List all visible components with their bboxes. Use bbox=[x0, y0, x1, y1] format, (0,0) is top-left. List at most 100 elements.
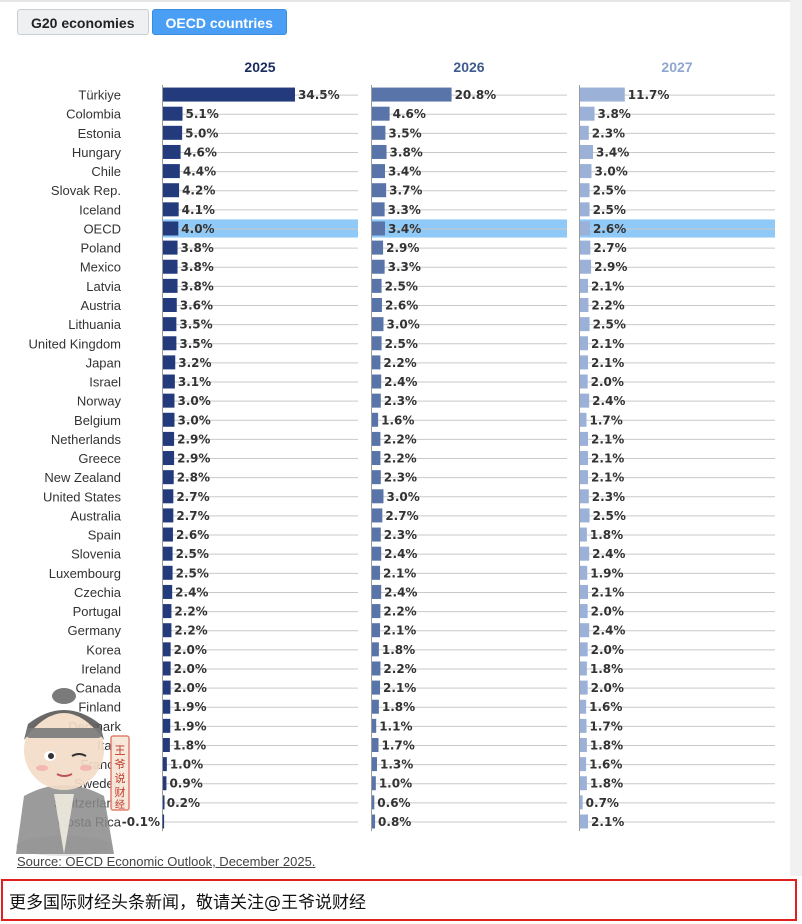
bar-2025 bbox=[163, 164, 180, 179]
bar-2027 bbox=[580, 221, 590, 236]
value-label-2025: 1.9% bbox=[173, 719, 206, 733]
bar-2026 bbox=[372, 221, 386, 236]
value-label-2025: 3.8% bbox=[181, 260, 214, 274]
bar-2026 bbox=[372, 623, 381, 638]
value-label-2027: 2.1% bbox=[591, 356, 624, 370]
value-label-2027: 2.1% bbox=[591, 279, 624, 293]
bar-2025 bbox=[163, 336, 177, 351]
value-label-2026: 0.6% bbox=[377, 796, 410, 810]
bar-2027 bbox=[580, 508, 590, 523]
bar-2026 bbox=[372, 757, 377, 772]
category-label: Ireland bbox=[81, 661, 121, 676]
bar-2025 bbox=[163, 374, 175, 389]
value-label-2027: 3.4% bbox=[596, 145, 629, 159]
value-label-2026: 2.3% bbox=[384, 394, 417, 408]
series-title-2025: 2025 bbox=[244, 59, 275, 75]
bar-2026 bbox=[372, 183, 387, 198]
value-label-2027: 2.1% bbox=[591, 471, 624, 485]
bar-2027 bbox=[580, 297, 589, 312]
value-label-2027: 2.9% bbox=[594, 260, 627, 274]
value-label-2026: 2.7% bbox=[385, 509, 418, 523]
bar-2027 bbox=[580, 106, 595, 121]
value-label-2027: 2.6% bbox=[593, 222, 626, 236]
category-label: Finland bbox=[78, 700, 121, 715]
value-label-2026: 2.2% bbox=[383, 356, 416, 370]
category-label: Spain bbox=[88, 528, 121, 543]
category-label: Netherlands bbox=[51, 432, 122, 447]
bar-2025 bbox=[163, 718, 171, 733]
bar-2026 bbox=[372, 737, 379, 752]
category-label: Canada bbox=[75, 681, 121, 696]
economy-group-tabs: G20 economies OECD countries bbox=[17, 9, 287, 37]
value-label-2026: 1.0% bbox=[379, 777, 412, 791]
category-label: Greece bbox=[78, 451, 121, 466]
value-label-2026: 2.6% bbox=[385, 298, 418, 312]
value-label-2025: 2.2% bbox=[174, 605, 207, 619]
bar-2025 bbox=[163, 221, 179, 236]
value-label-2027: 3.0% bbox=[594, 165, 627, 179]
value-label-2026: 2.1% bbox=[383, 566, 416, 580]
category-label: Portugal bbox=[73, 604, 122, 619]
bar-2027 bbox=[580, 451, 589, 466]
bar-2027 bbox=[580, 795, 583, 810]
bar-2025 bbox=[163, 737, 170, 752]
bar-2025 bbox=[163, 527, 173, 542]
value-label-2025: 5.1% bbox=[186, 107, 219, 121]
page-scrollbar[interactable] bbox=[790, 0, 802, 876]
tab-oecd-countries[interactable]: OECD countries bbox=[151, 9, 287, 35]
source-link[interactable]: Source: OECD Economic Outlook, December … bbox=[17, 854, 316, 869]
bar-2027 bbox=[580, 642, 588, 657]
bar-2026 bbox=[372, 412, 379, 427]
value-label-2026: 2.1% bbox=[383, 624, 416, 638]
bar-2026 bbox=[372, 814, 376, 829]
value-label-2026: 3.8% bbox=[390, 145, 423, 159]
value-label-2026: 0.8% bbox=[378, 815, 411, 829]
value-label-2025: 2.7% bbox=[176, 490, 209, 504]
value-label-2026: 2.1% bbox=[383, 681, 416, 695]
value-label-2025: 34.5% bbox=[298, 88, 340, 102]
value-label-2025: 3.8% bbox=[181, 241, 214, 255]
value-label-2027: 2.4% bbox=[592, 547, 625, 561]
category-label: Slovak Rep. bbox=[51, 183, 121, 198]
value-label-2027: 2.7% bbox=[593, 241, 626, 255]
category-label: Israel bbox=[89, 375, 121, 390]
bar-2027 bbox=[580, 584, 589, 599]
bar-2025 bbox=[163, 565, 173, 580]
bar-2027 bbox=[580, 240, 591, 255]
value-label-2026: 4.6% bbox=[393, 107, 426, 121]
value-label-2025: 3.8% bbox=[181, 279, 214, 293]
bar-2026 bbox=[372, 527, 381, 542]
value-label-2027: 1.8% bbox=[590, 528, 623, 542]
watermark-char-3: 说 bbox=[115, 771, 126, 785]
value-label-2025: 5.0% bbox=[185, 126, 218, 140]
value-label-2025: 1.9% bbox=[173, 700, 206, 714]
bar-2025 bbox=[163, 87, 295, 102]
bar-2026 bbox=[372, 584, 382, 599]
bar-2025 bbox=[163, 259, 178, 274]
bar-2025 bbox=[163, 508, 174, 523]
value-label-2027: 2.4% bbox=[592, 624, 625, 638]
bar-2025 bbox=[163, 393, 175, 408]
bar-2026 bbox=[372, 336, 382, 351]
bar-2027 bbox=[580, 776, 587, 791]
value-label-2026: 3.3% bbox=[388, 260, 421, 274]
value-label-2027: 1.8% bbox=[590, 777, 623, 791]
bar-2025 bbox=[163, 278, 178, 293]
bar-2026 bbox=[372, 87, 452, 102]
category-label: New Zealand bbox=[44, 470, 121, 485]
category-label: United Kingdom bbox=[29, 336, 122, 351]
bar-2027 bbox=[580, 355, 589, 370]
value-label-2026: 2.4% bbox=[384, 585, 417, 599]
value-label-2026: 2.2% bbox=[383, 605, 416, 619]
bar-2026 bbox=[372, 776, 376, 791]
value-label-2027: 3.8% bbox=[598, 107, 631, 121]
bar-2026 bbox=[372, 642, 379, 657]
value-label-2026: 1.1% bbox=[379, 719, 412, 733]
value-label-2025: 4.2% bbox=[182, 184, 215, 198]
watermark-char-4: 财 bbox=[115, 785, 126, 799]
value-label-2026: 2.4% bbox=[384, 547, 417, 561]
promo-banner: 更多国际财经头条新闻，敬请关注@王爷说财经 bbox=[1, 879, 797, 921]
bar-2026 bbox=[372, 240, 384, 255]
bar-2027 bbox=[580, 699, 587, 714]
tab-g20-economies[interactable]: G20 economies bbox=[17, 9, 149, 35]
